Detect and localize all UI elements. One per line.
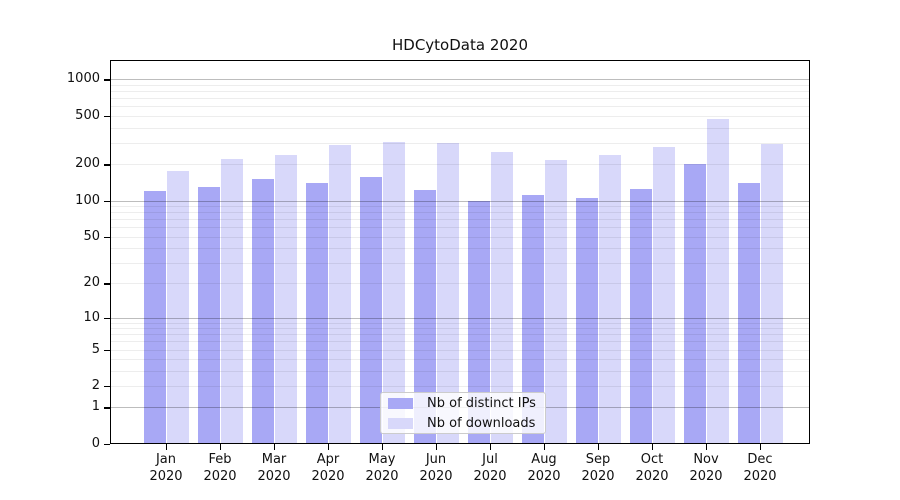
bar-ips-apr — [305, 182, 328, 444]
bar-downloads-feb — [220, 159, 243, 444]
y-tick-label-50: 50 — [83, 228, 100, 244]
x-tick-mark-dec — [760, 444, 762, 450]
bar-downloads-jan — [166, 171, 189, 444]
bar-ips-dec — [737, 182, 760, 444]
bar-downloads-nov — [706, 119, 729, 444]
grid-line-300 — [110, 142, 810, 144]
bar-ips-aug — [521, 194, 544, 444]
x-tick-label-nov: Nov 2020 — [689, 452, 723, 484]
legend: Nb of distinct IPs Nb of downloads — [380, 392, 546, 434]
y-tick-mark-20 — [104, 283, 110, 285]
bar-downloads-mar — [274, 154, 297, 444]
bar-downloads-aug — [544, 159, 567, 444]
plot-area: Nb of distinct IPs Nb of downloads — [110, 60, 810, 444]
bar-downloads-jun — [436, 142, 459, 444]
y-tick-label-1: 1 — [91, 399, 100, 415]
x-tick-label-apr: Apr 2020 — [311, 452, 345, 484]
bar-ips-may — [359, 176, 382, 444]
y-tick-label-2: 2 — [91, 378, 100, 393]
bar-downloads-dec — [760, 143, 783, 444]
x-tick-mark-nov — [706, 444, 708, 450]
y-tick-mark-1000 — [104, 79, 110, 81]
y-tick-label-500: 500 — [75, 108, 100, 123]
y-tick-mark-5 — [104, 349, 110, 351]
bar-ips-jun — [413, 190, 436, 444]
legend-label-distinct-ips: Nb of distinct IPs — [427, 395, 536, 411]
grid-line-500 — [110, 116, 810, 117]
y-tick-mark-0 — [104, 444, 110, 446]
x-tick-mark-may — [382, 444, 384, 450]
y-tick-mark-100 — [104, 200, 110, 202]
legend-item-downloads: Nb of downloads — [388, 416, 538, 431]
x-tick-mark-feb — [220, 444, 222, 450]
x-tick-mark-sep — [598, 444, 600, 450]
bar-downloads-sep — [598, 155, 621, 444]
legend-label-downloads: Nb of downloads — [427, 415, 536, 431]
x-tick-mark-oct — [652, 444, 654, 450]
bar-ips-jul — [467, 200, 490, 444]
x-tick-mark-jun — [436, 444, 438, 450]
bar-downloads-oct — [652, 146, 675, 444]
x-tick-label-feb: Feb 2020 — [203, 452, 237, 484]
y-tick-mark-50 — [104, 236, 110, 238]
x-tick-mark-mar — [274, 444, 276, 450]
y-tick-label-1000: 1000 — [66, 71, 100, 87]
x-tick-label-mar: Mar 2020 — [257, 452, 291, 484]
y-tick-label-100: 100 — [75, 192, 100, 208]
y-tick-label-10: 10 — [83, 309, 100, 325]
y-tick-mark-10 — [104, 317, 110, 319]
grid-line-600 — [110, 106, 810, 108]
bar-ips-mar — [251, 179, 274, 444]
bar-downloads-apr — [328, 144, 351, 444]
legend-swatch-downloads — [388, 417, 413, 429]
x-tick-mark-jan — [166, 444, 168, 450]
x-tick-label-may: May 2020 — [365, 452, 399, 484]
bar-downloads-may — [382, 142, 405, 444]
x-tick-label-jan: Jan 2020 — [149, 452, 183, 484]
legend-item-distinct-ips: Nb of distinct IPs — [388, 396, 538, 411]
x-tick-label-sep: Sep 2020 — [581, 452, 615, 484]
y-tick-label-20: 20 — [83, 275, 100, 291]
x-tick-mark-jul — [490, 444, 492, 450]
bar-ips-nov — [683, 164, 706, 444]
grid-line-700 — [110, 98, 810, 100]
y-tick-label-0: 0 — [91, 436, 100, 451]
bar-downloads-jul — [490, 152, 513, 444]
x-tick-label-jun: Jun 2020 — [419, 452, 453, 484]
grid-line-400 — [110, 127, 810, 129]
x-tick-mark-apr — [328, 444, 330, 450]
chart-title: HDCytoData 2020 — [392, 36, 528, 54]
y-tick-label-200: 200 — [75, 156, 100, 172]
x-tick-label-aug: Aug 2020 — [527, 452, 561, 484]
y-tick-mark-500 — [104, 116, 110, 118]
bar-ips-jan — [143, 190, 166, 444]
grid-line-1000 — [110, 79, 810, 81]
legend-swatch-distinct-ips — [388, 397, 413, 409]
y-tick-mark-1 — [104, 407, 110, 409]
bar-ips-oct — [629, 189, 652, 444]
bar-ips-feb — [197, 186, 220, 444]
y-tick-mark-2 — [104, 386, 110, 388]
grid-line-900 — [110, 85, 810, 86]
x-tick-label-dec: Dec 2020 — [743, 452, 777, 484]
y-tick-mark-200 — [104, 164, 110, 166]
grid-line-800 — [110, 91, 810, 93]
x-tick-label-oct: Oct 2020 — [635, 452, 669, 484]
x-tick-mark-aug — [544, 444, 546, 450]
bar-ips-sep — [575, 198, 598, 444]
x-tick-label-jul: Jul 2020 — [473, 452, 507, 484]
y-tick-label-5: 5 — [91, 341, 100, 357]
